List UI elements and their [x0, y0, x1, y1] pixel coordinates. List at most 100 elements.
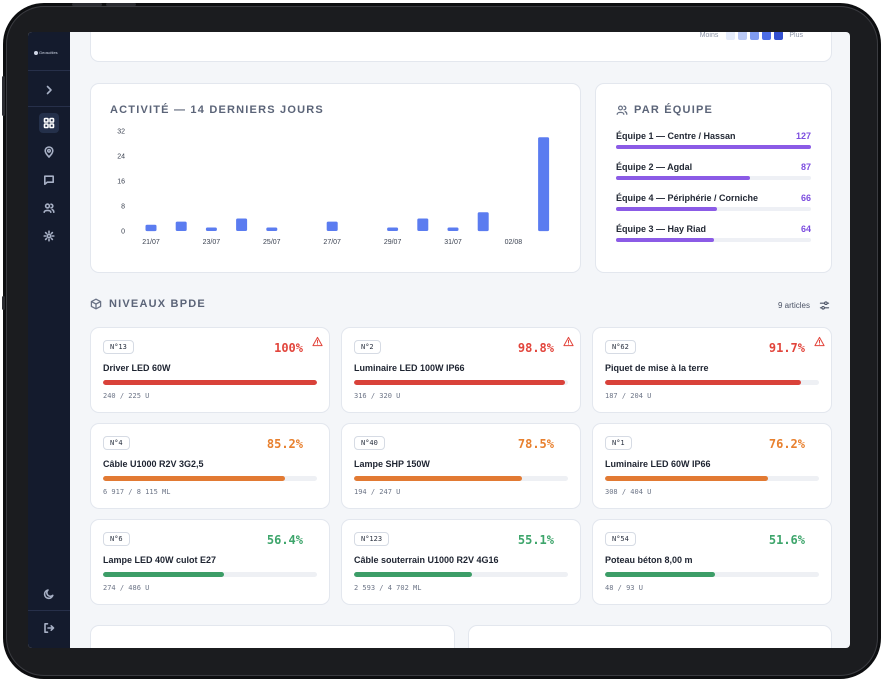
item-progress-track	[103, 380, 317, 385]
item-name: Lampe LED 40W culot E27	[103, 555, 217, 565]
item-reference: N°6	[103, 532, 130, 546]
activity-bar[interactable]	[326, 221, 338, 231]
sidebar-divider	[28, 106, 70, 107]
bpde-title: NIVEAUX BPDE	[109, 298, 206, 310]
item-name: Câble U1000 R2V 3G2,5	[103, 459, 204, 469]
item-progress-fill	[354, 380, 566, 385]
activity-bar-chart: 32 24 16 8 0 21/07 23/07 25/07 27/07 29/07 31/07 02…	[117, 129, 550, 246]
chevron-right-icon	[46, 85, 52, 95]
bpde-item-card[interactable]: N°54 51.6% Poteau béton 8,00 m 48 / 93 U	[592, 519, 832, 605]
settings-icon	[43, 230, 55, 242]
y-tick-label: 24	[117, 154, 125, 161]
team-progress-fill	[616, 145, 811, 149]
team-count: 127	[795, 131, 811, 141]
item-progress-fill	[103, 572, 224, 577]
warning-triangle-icon	[563, 336, 574, 347]
activity-bar[interactable]	[205, 227, 217, 232]
expand-sidebar-button[interactable]	[39, 80, 59, 100]
item-progress-fill	[605, 572, 716, 577]
team-progress-fill	[616, 238, 715, 242]
filter-sliders-icon[interactable]	[819, 300, 830, 311]
activity-bar[interactable]	[175, 221, 187, 231]
activity-bar[interactable]	[266, 227, 278, 232]
sidebar-item-map[interactable]	[39, 142, 59, 162]
bpde-item-card[interactable]: N°1 76.2% Luminaire LED 60W IP66 308 / 404 …	[592, 423, 832, 509]
item-percentage: 78.5%	[517, 437, 554, 451]
legend-swatch	[750, 32, 760, 40]
heatmap-legend: Moins Plus	[700, 32, 803, 40]
item-reference: N°54	[605, 532, 636, 546]
sidebar-divider	[28, 70, 70, 71]
item-name: Driver LED 60W	[103, 363, 171, 373]
activity-bar[interactable]	[477, 212, 489, 232]
bpde-item-card[interactable]: N°6 56.4% Lampe LED 40W culot E27 274 / 486…	[90, 519, 330, 605]
team-progress-track	[616, 238, 811, 242]
item-quantity: 194 / 247 U	[354, 488, 401, 496]
bpde-item-card[interactable]: N°40 78.5% Lampe SHP 150W 194 / 247 U	[341, 423, 581, 509]
activity-bar[interactable]	[387, 227, 399, 232]
moon-icon	[43, 589, 54, 600]
side-button	[2, 296, 5, 310]
activity-bar[interactable]	[417, 218, 429, 232]
legend-less-label: Moins	[699, 32, 719, 39]
x-tick-label: 25/07	[263, 239, 281, 246]
bpde-item-card[interactable]: N°4 85.2% Câble U1000 R2V 3G2,5 6 917 / 8 1…	[90, 423, 330, 509]
main-content: Moins Plus ACTIVITÉ — 14 DERNIERS JOURS …	[70, 32, 850, 648]
warning-triangle-icon	[814, 336, 825, 347]
x-tick-label: 21/07	[142, 239, 160, 246]
bpde-header: NIVEAUX BPDE	[90, 298, 206, 310]
item-progress-fill	[354, 572, 472, 577]
y-tick-label: 32	[117, 129, 125, 136]
item-quantity: 2 593 / 4 702 ML	[354, 584, 422, 592]
legend-swatch	[762, 32, 772, 40]
team-count: 64	[800, 224, 811, 234]
x-tick-label: 23/07	[203, 239, 221, 246]
team-name: Équipe 3 — Hay Riad	[616, 224, 707, 234]
map-pin-icon	[44, 146, 54, 158]
item-name: Poteau béton 8,00 m	[605, 555, 693, 565]
sidebar-item-settings[interactable]	[39, 226, 59, 246]
sidebar-item-teams[interactable]	[39, 198, 59, 218]
teams-title: PAR ÉQUIPE	[634, 104, 714, 116]
teams-header: PAR ÉQUIPE	[616, 104, 713, 116]
heatmap-card: Moins Plus	[90, 32, 832, 62]
item-progress-track	[354, 572, 568, 577]
item-reference: N°40	[354, 436, 385, 450]
item-percentage: 51.6%	[768, 533, 805, 547]
item-quantity: 308 / 404 U	[605, 488, 652, 496]
team-count: 87	[800, 162, 811, 172]
activity-bar[interactable]	[236, 218, 248, 232]
bpde-item-card[interactable]: N°62 91.7% Piquet de mise à la terre 187 / …	[592, 327, 832, 413]
top-button-2	[106, 3, 136, 6]
team-name: Équipe 1 — Centre / Hassan	[616, 131, 736, 141]
activity-chart: 32 24 16 8 0 21/07 23/07 25/07 27/07 29/07 31/07 02…	[91, 84, 582, 274]
bpde-item-card[interactable]: N°123 55.1% Câble souterrain U1000 R2V 4G1…	[341, 519, 581, 605]
y-tick-label: 0	[121, 229, 125, 236]
logout-button[interactable]	[39, 618, 59, 638]
bpde-count: 9 articles	[777, 301, 810, 310]
item-progress-track	[354, 380, 568, 385]
activity-bar[interactable]	[145, 224, 157, 232]
team-progress-track	[616, 207, 811, 211]
bpde-item-card[interactable]: N°2 98.8% Luminaire LED 100W IP66 316 / 320…	[341, 327, 581, 413]
theme-toggle-button[interactable]	[39, 584, 59, 604]
sidebar-item-dashboard[interactable]	[39, 113, 59, 133]
item-name: Luminaire LED 60W IP66	[605, 459, 711, 469]
activity-bar[interactable]	[447, 227, 459, 232]
item-percentage: 56.4%	[266, 533, 303, 547]
legend-more-label: Plus	[789, 32, 803, 39]
volume-button	[2, 76, 5, 116]
item-percentage: 91.7%	[768, 341, 805, 355]
item-name: Piquet de mise à la terre	[605, 363, 709, 373]
sidebar-item-messages[interactable]	[39, 170, 59, 190]
activity-title: ACTIVITÉ — 14 DERNIERS JOURS	[110, 104, 324, 116]
item-percentage: 76.2%	[768, 437, 805, 451]
bpde-item-card[interactable]: N°13 100% Driver LED 60W 240 / 225 U	[90, 327, 330, 413]
legend-swatch	[738, 32, 748, 40]
item-progress-track	[605, 572, 819, 577]
team-name: Équipe 4 — Périphérie / Corniche	[616, 193, 759, 203]
team-name: Équipe 2 — Agdal	[616, 162, 693, 172]
activity-bar[interactable]	[538, 137, 550, 232]
item-progress-track	[605, 476, 819, 481]
logout-icon	[44, 623, 55, 633]
